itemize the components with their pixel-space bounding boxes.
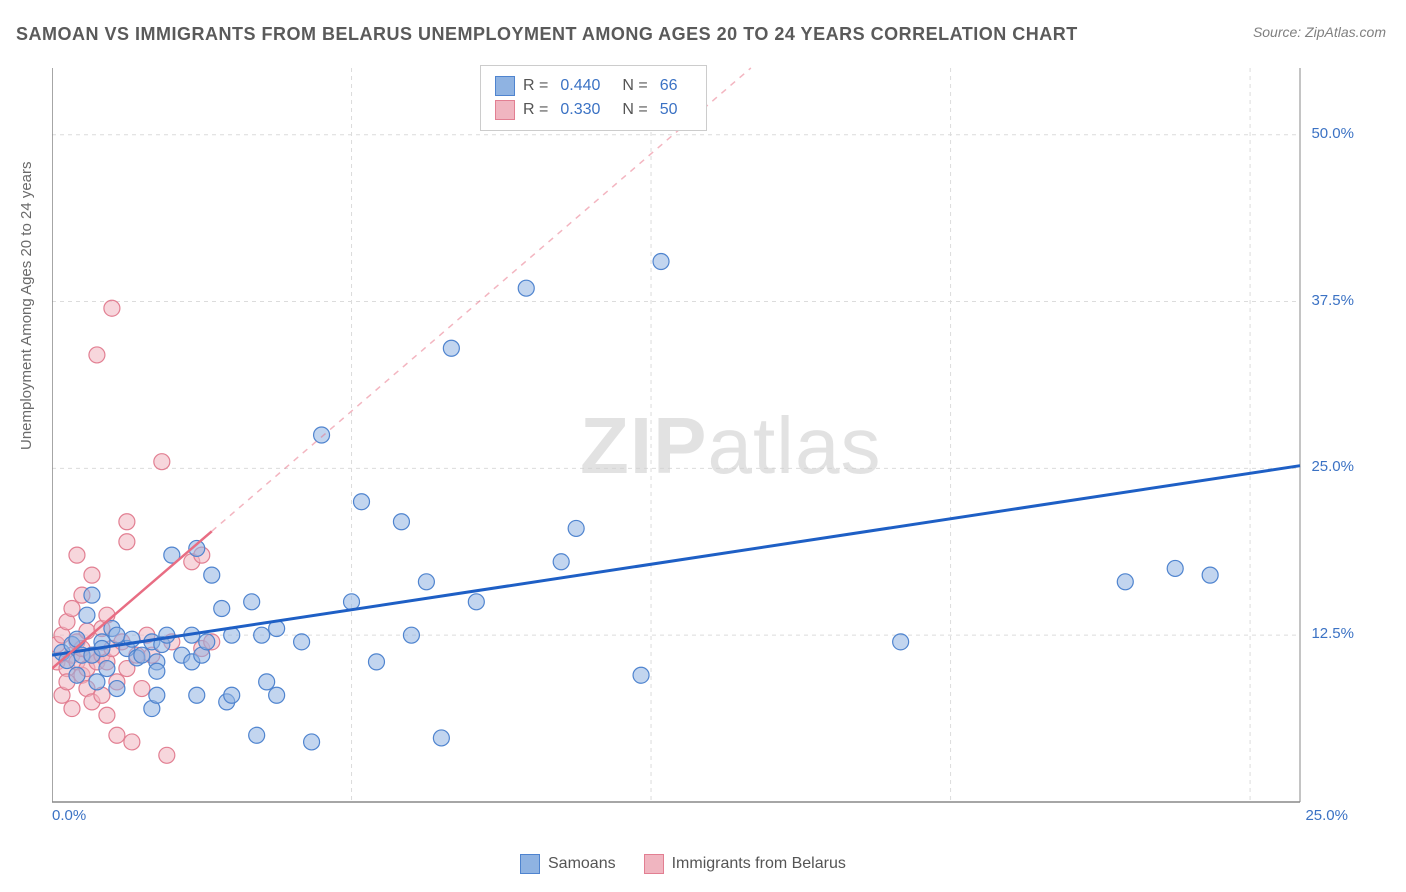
chart-title: SAMOAN VS IMMIGRANTS FROM BELARUS UNEMPL…: [16, 24, 1078, 45]
y-tick-label: 50.0%: [1311, 125, 1354, 142]
source-label: Source: ZipAtlas.com: [1253, 24, 1386, 40]
legend-swatch: [520, 854, 540, 874]
legend-n-label: N =: [622, 77, 647, 95]
legend-swatch: [495, 76, 515, 96]
legend-r-label: R =: [523, 77, 548, 95]
legend-n-value: 66: [660, 77, 678, 95]
y-tick-label: 12.5%: [1311, 625, 1354, 642]
legend-swatch: [644, 854, 664, 874]
x-tick-label: 0.0%: [52, 807, 86, 824]
legend-label: Samoans: [548, 855, 616, 873]
y-axis-label: Unemployment Among Ages 20 to 24 years: [18, 161, 35, 450]
x-tick-label: 25.0%: [1305, 807, 1348, 824]
chart-area: 12.5%25.0%37.5%50.0%0.0%25.0%: [52, 60, 1348, 830]
legend-row: R = 0.330 N = 50: [495, 98, 692, 122]
correlation-legend: R = 0.440 N = 66 R = 0.330 N = 50: [480, 65, 707, 131]
legend-swatch: [495, 100, 515, 120]
scatter-chart: [52, 60, 1348, 830]
legend-n-value: 50: [660, 101, 678, 119]
legend-item: Immigrants from Belarus: [644, 854, 846, 874]
legend-label: Immigrants from Belarus: [672, 855, 846, 873]
legend-r-value: 0.330: [560, 101, 600, 119]
legend-r-value: 0.440: [560, 77, 600, 95]
legend-n-label: N =: [622, 101, 647, 119]
legend-item: Samoans: [520, 854, 616, 874]
series-legend: Samoans Immigrants from Belarus: [520, 854, 846, 874]
y-tick-label: 37.5%: [1311, 292, 1354, 309]
y-tick-label: 25.0%: [1311, 458, 1354, 475]
legend-row: R = 0.440 N = 66: [495, 74, 692, 98]
legend-r-label: R =: [523, 101, 548, 119]
